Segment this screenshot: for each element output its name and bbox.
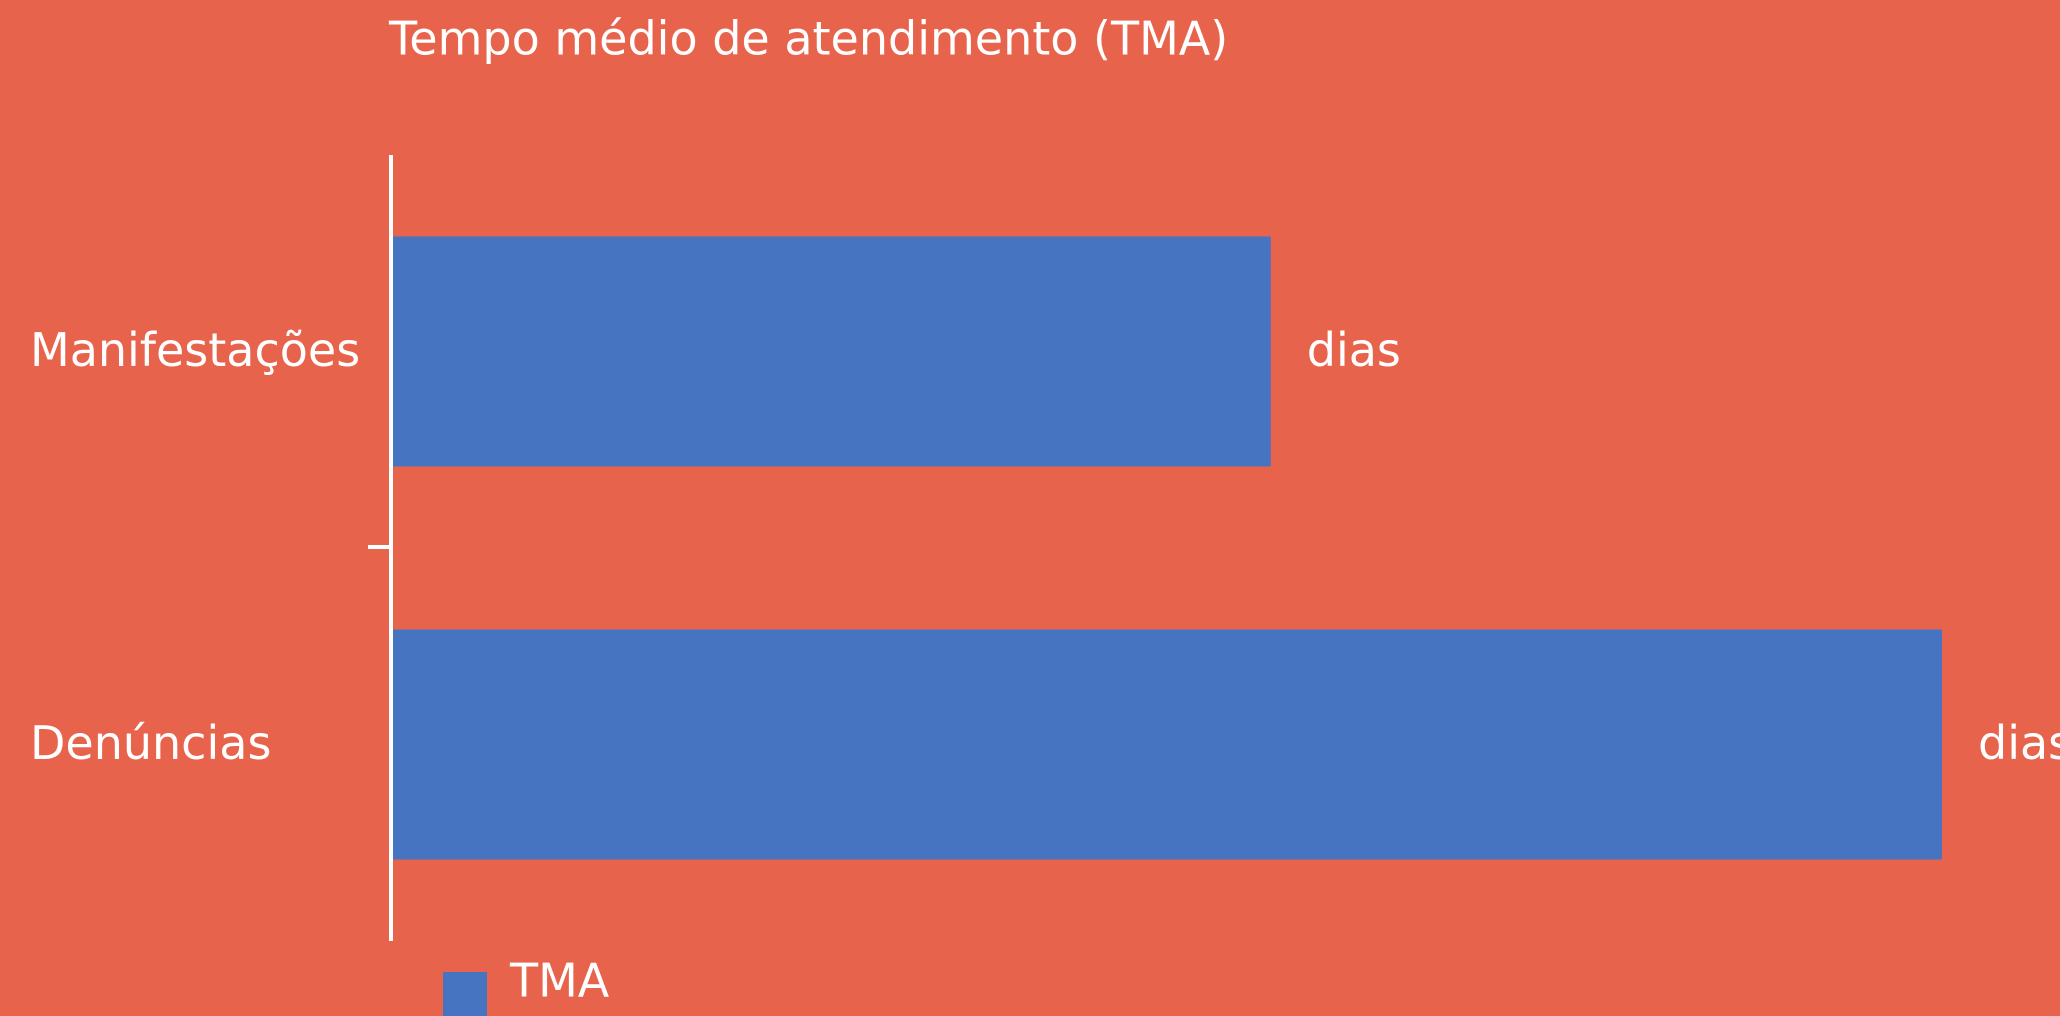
data-label: dias: [1307, 323, 1401, 377]
bar: [393, 629, 1942, 860]
y-tick-label: Denúncias: [30, 716, 271, 770]
legend-label: TMA: [509, 954, 610, 1008]
legend-swatch: [443, 972, 487, 1016]
data-label: dias: [1978, 716, 2060, 770]
bar: [393, 236, 1271, 467]
chart-title: Tempo médio de atendimento (TMA): [388, 12, 1228, 66]
y-tick-label: Manifestações: [30, 323, 360, 377]
